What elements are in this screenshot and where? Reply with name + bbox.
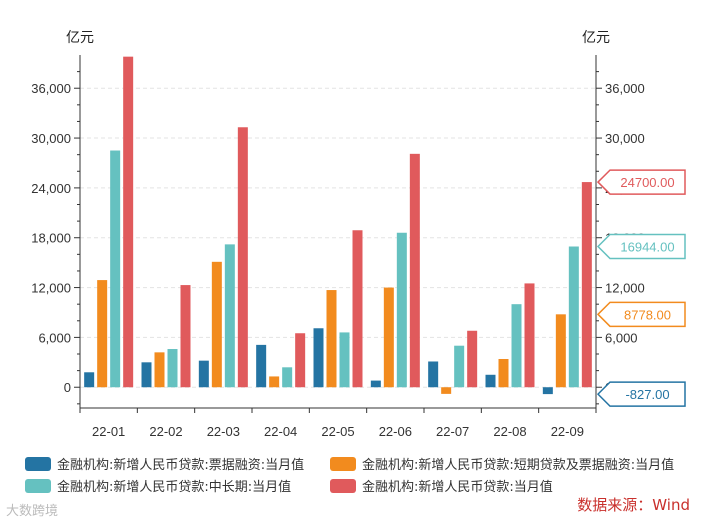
bar — [198, 360, 209, 388]
left-tick-label: 18,000 — [31, 231, 71, 246]
legend-label: 金融机构:新增人民币贷款:短期贷款及票据融资:当月值 — [362, 458, 675, 473]
bar — [581, 182, 592, 388]
bar — [154, 352, 165, 388]
bar — [511, 304, 522, 388]
bar — [352, 230, 363, 388]
bar — [524, 283, 535, 388]
left-tick-label: 36,000 — [31, 81, 71, 96]
legend-swatch — [25, 456, 51, 471]
legend-item-bill-financing[interactable]: 金融机构:新增人民币贷款:票据融资:当月值 — [25, 454, 304, 473]
right-axis-unit: 亿元 — [582, 30, 610, 46]
legend-swatch — [330, 456, 356, 471]
data-source: 数据来源：Wind — [577, 496, 690, 514]
bar — [339, 332, 350, 388]
bar — [396, 232, 407, 388]
x-tick-label: 22-03 — [207, 424, 240, 439]
bar — [180, 285, 191, 388]
value-callout-label: 8778.00 — [624, 307, 671, 322]
value-callout — [596, 169, 686, 195]
legend-item-total[interactable]: 金融机构:新增人民币贷款:当月值 — [330, 476, 553, 495]
x-tick-label: 22-05 — [321, 424, 354, 439]
legend-label: 金融机构:新增人民币贷款:票据融资:当月值 — [57, 458, 305, 473]
bar — [224, 244, 235, 388]
bar — [167, 349, 178, 388]
bar — [123, 56, 134, 388]
legend-swatch — [25, 478, 51, 493]
x-tick-label: 22-06 — [379, 424, 412, 439]
watermark: 大数跨境 — [6, 504, 59, 519]
left-tick-label: 0 — [64, 380, 71, 395]
right-tick-label: 6,000 — [605, 330, 638, 345]
bar — [295, 333, 306, 388]
bar — [454, 345, 465, 388]
legend-item-short-term[interactable]: 金融机构:新增人民币贷款:短期贷款及票据融资:当月值 — [330, 454, 674, 473]
legend-swatch — [330, 478, 356, 493]
bar — [568, 246, 579, 388]
right-tick-label: 12,000 — [605, 281, 645, 296]
legend-item-long-term[interactable]: 金融机构:新增人民币贷款:中长期:当月值 — [25, 476, 291, 495]
x-tick-label: 22-09 — [551, 424, 584, 439]
bar — [141, 362, 152, 388]
bar — [97, 280, 108, 388]
bar — [498, 358, 509, 388]
legend-label: 金融机构:新增人民币贷款:当月值 — [362, 480, 553, 495]
right-tick-label: 30,000 — [605, 131, 645, 146]
bar — [370, 380, 381, 388]
value-callout-label: 24700.00 — [620, 175, 674, 190]
chart: 006,0006,00012,00012,00018,00018,00024,0… — [31, 30, 686, 439]
x-tick-label: 22-08 — [493, 424, 526, 439]
bar — [428, 361, 439, 388]
bar — [237, 127, 248, 388]
x-tick-label: 22-01 — [92, 424, 125, 439]
value-callout — [596, 381, 686, 407]
bar — [211, 261, 222, 388]
x-tick-label: 22-02 — [149, 424, 182, 439]
legend: 金融机构:新增人民币贷款:票据融资:当月值 金融机构:新增人民币贷款:短期贷款及… — [0, 450, 720, 500]
right-tick-label: 36,000 — [605, 81, 645, 96]
x-tick-label: 22-04 — [264, 424, 297, 439]
bar — [84, 372, 95, 388]
bar — [110, 150, 121, 388]
bar — [383, 287, 394, 388]
left-axis-unit: 亿元 — [66, 30, 94, 46]
value-callout-label: -827.00 — [625, 387, 669, 402]
bar — [441, 387, 452, 394]
bar — [256, 344, 267, 388]
value-callout — [596, 301, 686, 328]
x-tick-label: 22-07 — [436, 424, 469, 439]
bar — [467, 330, 478, 388]
bar — [282, 367, 293, 388]
left-tick-label: 24,000 — [31, 181, 71, 196]
bar — [409, 153, 420, 388]
value-callout-label: 16944.00 — [620, 240, 674, 255]
legend-label: 金融机构:新增人民币贷款:中长期:当月值 — [57, 480, 292, 495]
bar — [269, 376, 280, 388]
left-tick-label: 30,000 — [31, 131, 71, 146]
left-tick-label: 12,000 — [31, 281, 71, 296]
bar — [326, 290, 337, 388]
bar — [555, 314, 566, 388]
value-callout — [596, 233, 686, 260]
bar — [542, 387, 553, 395]
left-tick-label: 6,000 — [38, 330, 71, 345]
bar — [313, 328, 324, 388]
bar — [485, 374, 496, 388]
